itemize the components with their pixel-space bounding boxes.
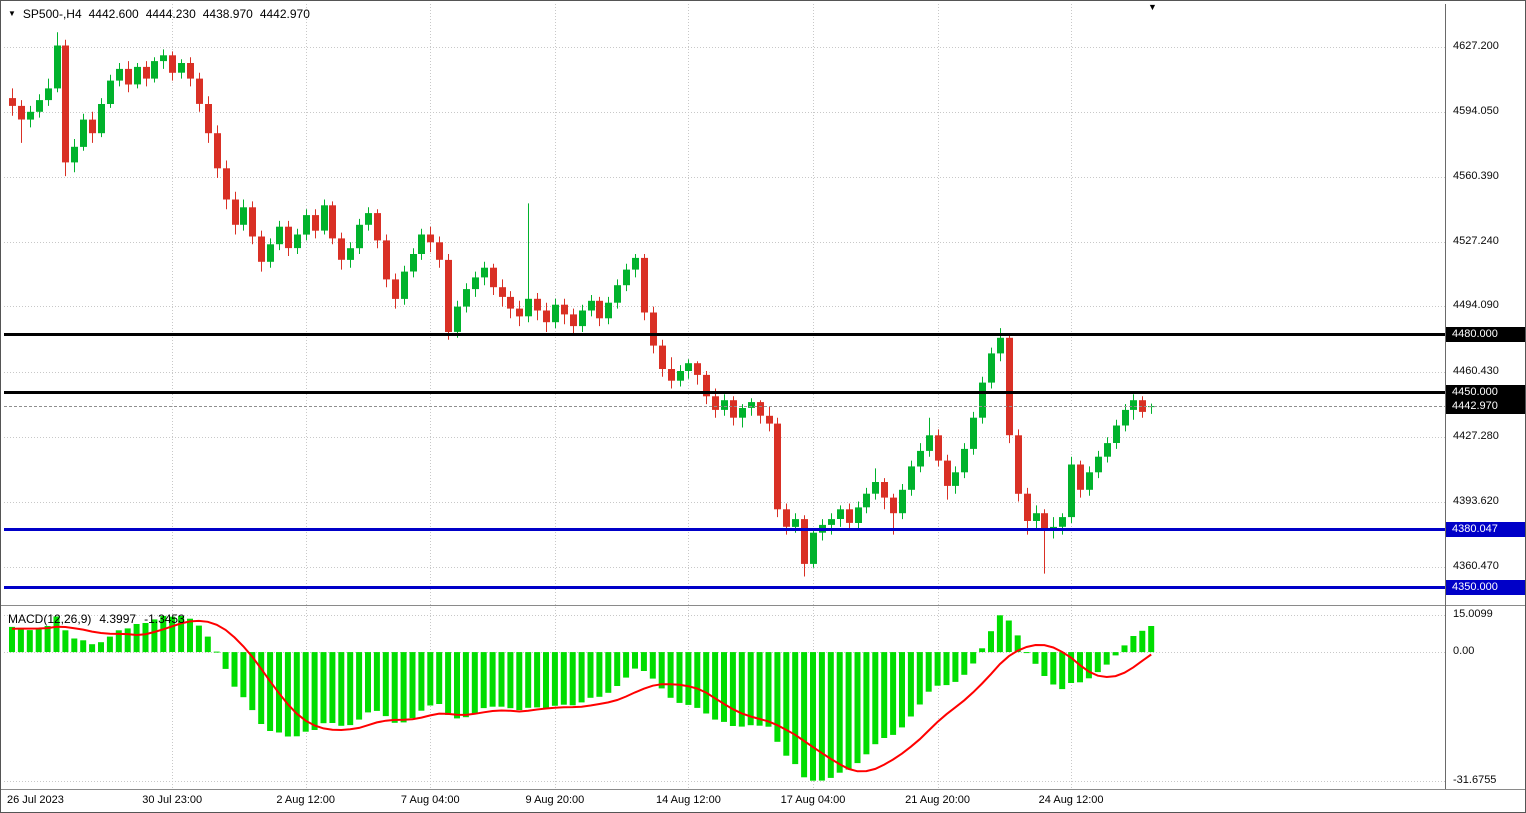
ohlc-high: 4444.230 — [145, 7, 196, 21]
level-price-label: 4450.000 — [1446, 385, 1525, 401]
price-axis-tick: 4460.430 — [1453, 365, 1499, 378]
time-axis-label: 7 Aug 04:00 — [400, 794, 460, 806]
time-axis-label: 26 Jul 2023 — [7, 794, 64, 806]
ohlc-open: 4442.600 — [88, 7, 139, 21]
main-chart-canvas[interactable] — [4, 4, 1445, 605]
ohlc-close: 4442.970 — [259, 7, 310, 21]
level-lines-layer[interactable] — [4, 333, 1445, 589]
macd-indicator-name: MACD(12,26,9) — [8, 612, 92, 626]
ohlc-low: 4438.970 — [202, 7, 253, 21]
macd-axis[interactable]: 15.0099 0.00 -31.6755 — [1446, 607, 1525, 789]
level-price-label: 4350.000 — [1446, 580, 1525, 596]
price-axis-tick: 4494.090 — [1453, 299, 1499, 312]
macd-signal-line — [11, 619, 1152, 773]
price-axis-tick: 4393.620 — [1453, 495, 1499, 508]
macd-indicator-header: MACD(12,26,9) 4.3997 -1.3453 — [8, 612, 185, 626]
symbol-period-label: SP500-,H4 — [22, 7, 82, 21]
panel-separator[interactable] — [1, 605, 1525, 606]
price-axis-tick: 4627.200 — [1453, 40, 1499, 53]
macd-signal-current-value: -1.3453 — [144, 612, 185, 626]
chart-header: ▼ SP500-,H4 4442.600 4444.230 4438.970 4… — [8, 7, 310, 21]
symbol-marker-icon: ▼ — [8, 9, 16, 18]
macd-axis-tick: 0.00 — [1453, 645, 1475, 658]
macd-axis-tick: 15.0099 — [1453, 608, 1493, 621]
time-axis-label: 24 Aug 12:00 — [1038, 794, 1104, 806]
macd-indicator-canvas[interactable] — [4, 607, 1445, 789]
time-axis-label: 21 Aug 20:00 — [905, 794, 971, 806]
macd-histogram — [9, 615, 1155, 781]
panel-separator[interactable] — [1, 789, 1525, 790]
chart-shift-marker-icon[interactable]: ▼ — [1148, 2, 1157, 12]
price-axis-tick: 4360.470 — [1453, 559, 1499, 572]
macd-current-value: 4.3997 — [99, 612, 137, 626]
price-axis[interactable]: 4627.200 4594.050 4560.390 4527.240 4494.090… — [1446, 4, 1525, 605]
level-price-label: 4380.047 — [1446, 521, 1525, 537]
time-axis-label: 14 Aug 12:00 — [655, 794, 721, 806]
price-axis-tick: 4560.390 — [1453, 170, 1499, 183]
candles-layer — [9, 32, 1155, 577]
time-axis-label: 30 Jul 23:00 — [142, 794, 203, 806]
grid-layer — [4, 4, 1445, 605]
time-axis-label: 9 Aug 20:00 — [525, 794, 585, 806]
price-axis-tick: 4594.050 — [1453, 104, 1499, 117]
price-axis-tick: 4527.240 — [1453, 234, 1499, 247]
time-axis-label: 17 Aug 04:00 — [780, 794, 846, 806]
time-axis[interactable]: 26 Jul 2023 30 Jul 23:00 2 Aug 12:00 7 Aug … — [1, 790, 1525, 812]
price-axis-tick: 4427.280 — [1453, 429, 1499, 442]
axis-separator — [1445, 4, 1446, 789]
macd-axis-tick: -31.6755 — [1453, 773, 1497, 786]
level-price-label: 4480.000 — [1446, 326, 1525, 342]
bid-price-label: 4442.970 — [1446, 399, 1525, 415]
time-axis-label: 2 Aug 12:00 — [276, 794, 336, 806]
